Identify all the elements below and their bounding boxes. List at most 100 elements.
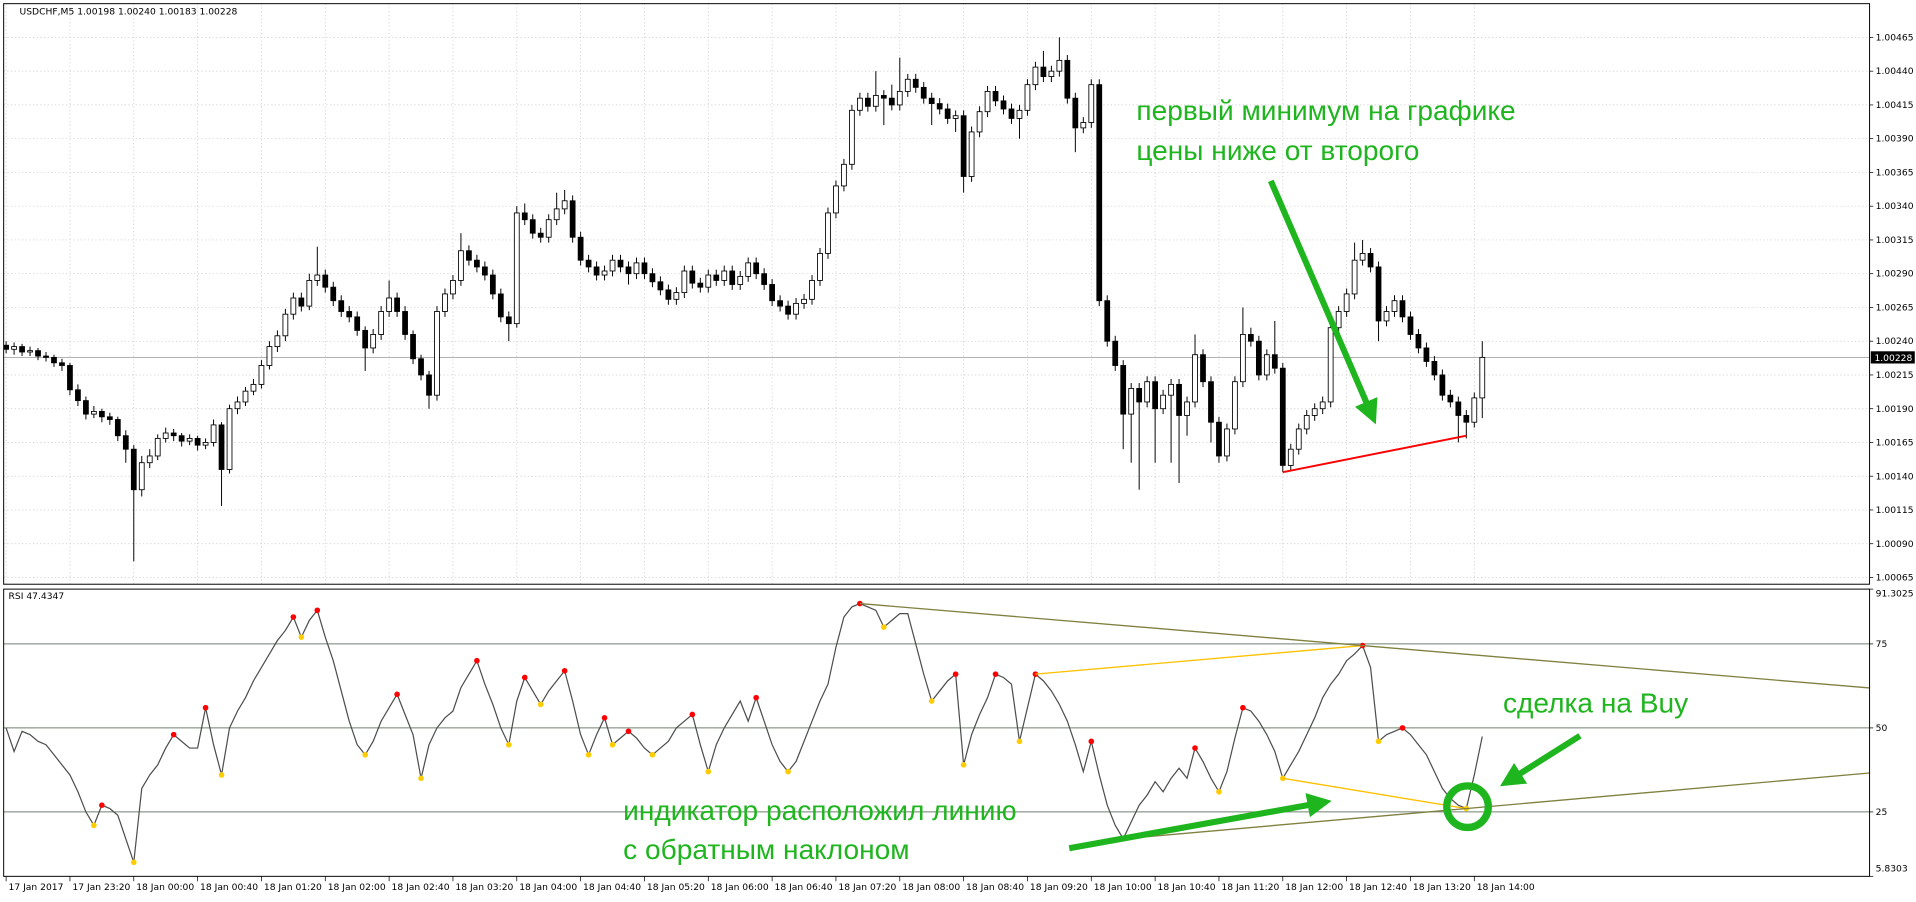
candle-body [250,383,257,392]
candle-body [290,297,297,315]
candle-body [857,97,863,111]
y-tick-label: 1.00140 [1876,471,1914,482]
fractal-dot [1192,745,1198,751]
candle-body [1096,84,1103,302]
candle-body [1271,354,1278,369]
candle-body [920,86,927,99]
y-tick-label: 1.00465 [1876,32,1914,43]
candle-body [777,300,783,307]
candle-body [1120,365,1127,415]
fractal-dot [99,802,105,809]
trend-line [1282,777,1467,810]
candle-body [162,432,169,439]
candle-body [370,334,377,349]
candle-body [266,346,273,366]
fractal-dot [625,728,632,735]
current-price-box [1870,351,1915,364]
fractal-dot [689,711,696,718]
candle-body [51,356,57,364]
candle-body [1375,266,1382,322]
candle-body [418,358,424,376]
candle-body [1160,394,1166,410]
x-tick-label: 18 Jan 07:20 [838,882,896,893]
candle-body [761,273,768,285]
candle-body [1287,448,1294,466]
candle-body [170,432,177,437]
candle-body [410,334,416,360]
candle-body [1431,361,1438,376]
candle-body [1032,66,1039,86]
candle-body [1479,356,1486,399]
y-tick-label: 1.00115 [1876,505,1914,516]
candle-body [1080,122,1087,129]
candle-body [442,293,448,312]
current-price-label: 1.00228 [1874,353,1912,364]
y-tick-label: 75 [1876,639,1888,650]
candle-body [306,280,313,307]
candle-body [1040,66,1047,78]
candle-body [1439,374,1446,396]
y-tick-label: 1.00415 [1876,100,1914,111]
fractal-dot [537,701,544,708]
fractal-dot [785,768,791,775]
x-tick-label: 18 Jan 08:00 [902,882,960,893]
annotation: первый минимум на графике [1136,95,1515,126]
fractal-dot [170,731,177,738]
candle-body [1232,381,1238,430]
candle-body [1056,59,1063,72]
x-tick-label: 18 Jan 04:00 [519,882,577,893]
candle-body [960,115,967,177]
candle-body [1184,401,1190,416]
candle-body [146,455,153,464]
candle-body [617,259,624,268]
y-tick-label: 1.00290 [1876,269,1914,280]
candle-body [19,346,25,353]
candle-body [912,78,919,88]
fractal-dot [505,741,512,748]
candle-body [561,200,568,210]
candle-body [864,97,871,107]
x-tick-label: 18 Jan 06:40 [775,882,833,893]
candle-body [553,208,560,221]
fractal-dot [1088,738,1095,745]
candle-body [880,95,887,99]
candle-body [11,346,17,350]
annotation: сделка на Buy [1503,688,1688,719]
candle-body [154,437,161,457]
y-tick-label: 1.00165 [1876,438,1914,449]
candle-body [849,109,855,165]
candle-body [817,253,823,281]
candle-body [242,390,249,403]
candle-body [737,275,744,285]
annotation: индикатор расположил линию [623,795,1016,826]
y-tick-label: 1.00265 [1876,303,1914,314]
candle-body [1064,59,1071,99]
fractal-dot [91,822,97,829]
candle-body [3,344,9,350]
candle-body [402,311,408,335]
candle-body [833,185,839,214]
candle-body [497,293,504,318]
rsi-title: RSI 47.4347 [9,591,65,602]
candle-body [984,90,991,113]
candle-body [43,355,49,358]
candle-body [729,270,736,285]
y-tick-label: 50 [1876,723,1888,734]
x-tick-label: 18 Jan 04:40 [583,882,641,893]
candle-body [1455,401,1462,416]
candle-body [1351,259,1358,295]
candle-body [928,97,935,105]
candle-body [394,297,400,312]
fractal-dot [130,859,137,866]
candle-body [1248,334,1254,342]
trend-line [1123,772,1870,840]
candle-body [458,250,464,281]
candle-body [649,273,656,283]
candle-body [67,365,73,391]
candle-body [673,292,680,300]
trend-line [859,602,1870,689]
candle-body [529,219,536,234]
candle-body [474,259,480,268]
candle-body [793,302,799,315]
y-tick-label: 1.00215 [1876,370,1914,381]
